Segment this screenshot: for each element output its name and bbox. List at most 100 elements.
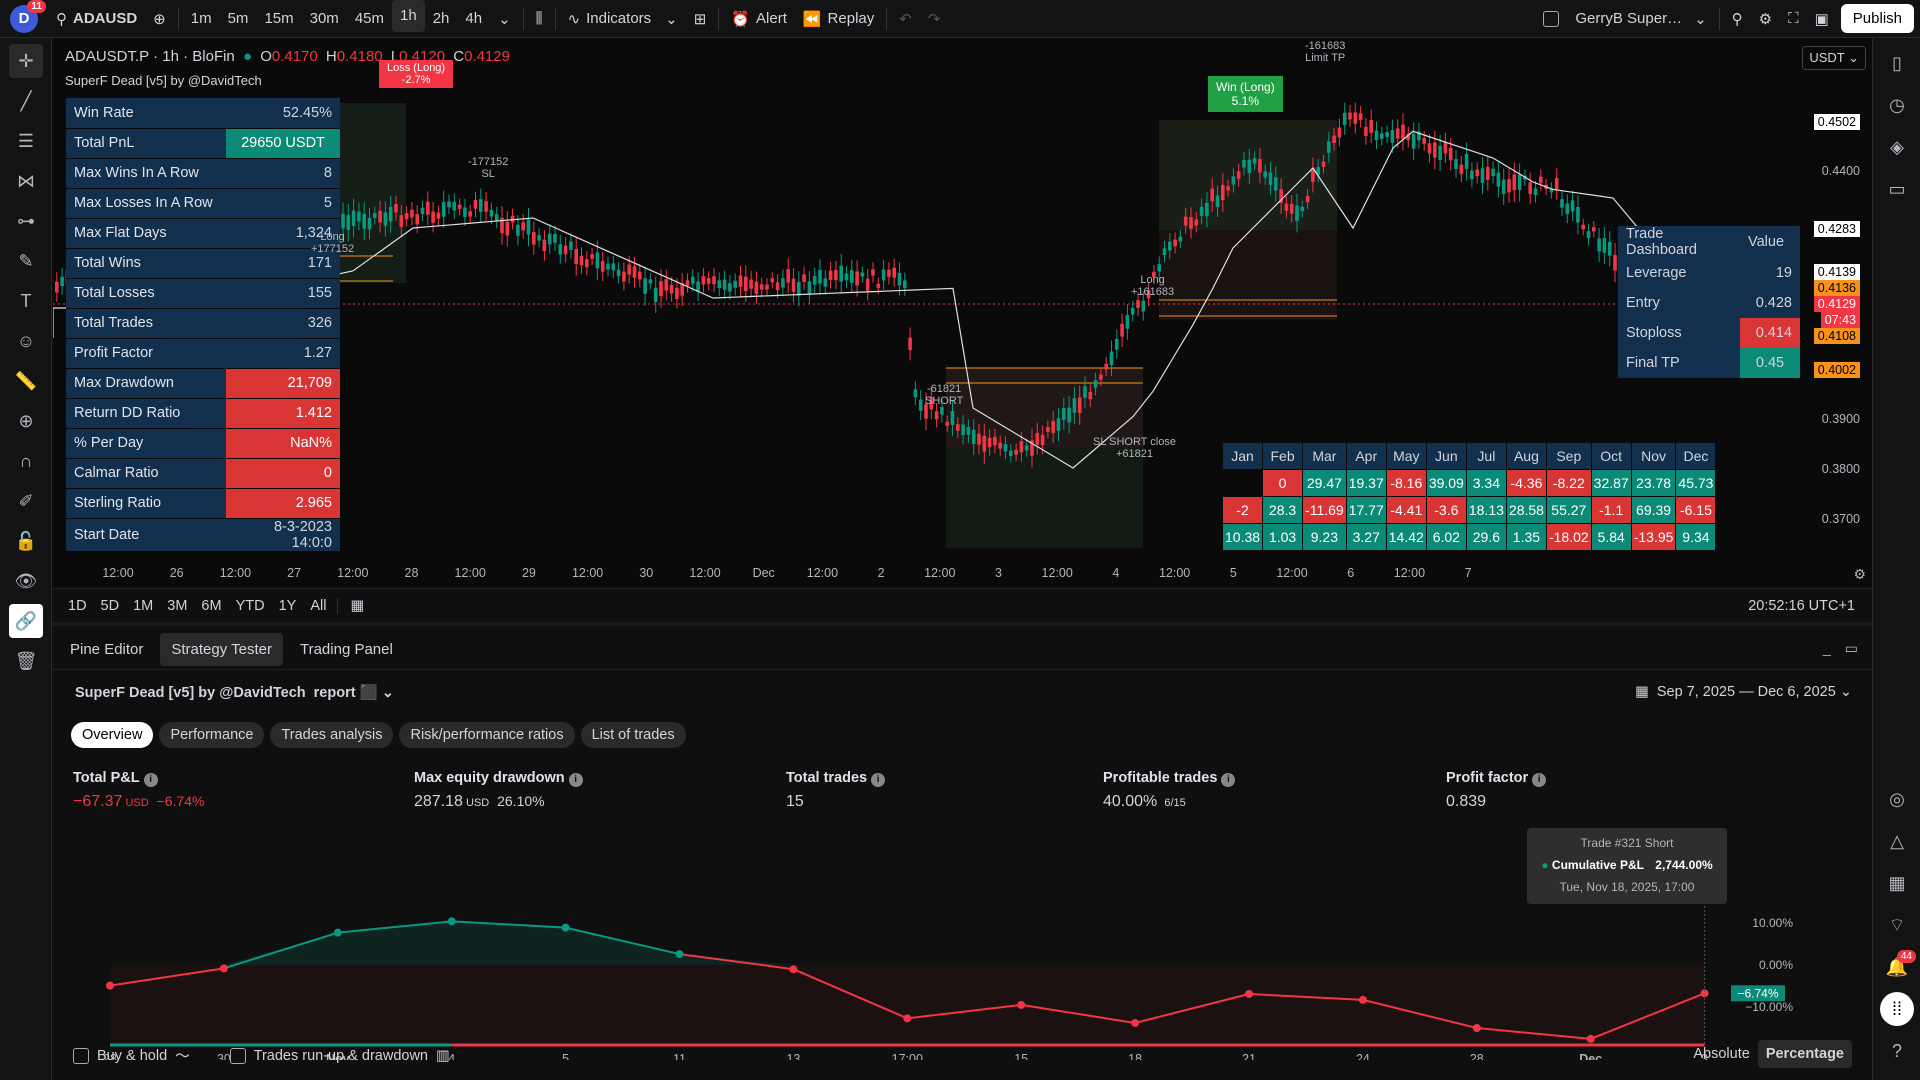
fib-icon[interactable]: ☰	[17, 130, 35, 151]
magnet-icon[interactable]: ∩	[19, 450, 33, 471]
range-1M[interactable]: 1M	[133, 597, 154, 614]
timeframe-15m[interactable]: 15m	[264, 10, 294, 27]
text-icon[interactable]: T	[20, 290, 32, 311]
timeframe-1m[interactable]: 1m	[190, 10, 212, 27]
chat-icon[interactable]: ▭	[1888, 178, 1906, 199]
equity-point[interactable]	[106, 981, 114, 990]
absolute-button[interactable]: Absolute	[1693, 1046, 1750, 1062]
tab-pine-editor[interactable]: Pine Editor	[70, 641, 144, 658]
crosshair-icon[interactable]: ✛	[9, 44, 43, 78]
date-range-select[interactable]: ▦ Sep 7, 2025 — Dec 6, 2025 ⌄	[1635, 684, 1852, 700]
equity-point[interactable]	[1245, 989, 1253, 998]
info-icon[interactable]: i	[1221, 773, 1236, 787]
range-6M[interactable]: 6M	[201, 597, 222, 614]
undo-icon[interactable]: ↶	[899, 10, 912, 28]
candles-icon[interactable]: ⫼	[535, 10, 543, 27]
redo-icon[interactable]: ↷	[927, 10, 941, 28]
equity-point[interactable]	[447, 917, 456, 926]
clock-icon[interactable]: ◷	[1889, 94, 1905, 115]
report-tab-list-of-trades[interactable]: List of trades	[580, 722, 686, 748]
eye-icon[interactable]: 👁	[14, 570, 38, 591]
trendline-icon[interactable]: ╱	[20, 90, 32, 111]
lock-icon[interactable]: 🔓	[14, 530, 38, 551]
quick-search-icon[interactable]: ⚲	[1731, 10, 1743, 28]
publish-button[interactable]: Publish	[1840, 4, 1914, 33]
link-icon[interactable]: 🔗	[9, 604, 43, 638]
info-icon[interactable]: i	[1532, 773, 1547, 787]
pencil-lock-icon[interactable]: ✐	[18, 490, 34, 511]
forecast-icon[interactable]: ⊶	[17, 210, 35, 231]
watchlist-icon[interactable]: ▯	[1892, 52, 1902, 73]
replay-button[interactable]: ⏪ Replay	[802, 10, 875, 28]
zoom-icon[interactable]: ⊕	[18, 410, 34, 431]
fullscreen-icon[interactable]: ⛶	[1788, 10, 1799, 27]
range-3M[interactable]: 3M	[167, 597, 188, 614]
pattern-icon[interactable]: ⋈	[17, 170, 35, 191]
user-avatar[interactable]: D 11	[10, 0, 46, 33]
date-range-icon[interactable]: ▦	[337, 597, 371, 614]
equity-point[interactable]	[1131, 1018, 1140, 1027]
equity-point[interactable]	[675, 950, 684, 959]
info-icon[interactable]: i	[143, 773, 158, 787]
tab-strategy-tester[interactable]: Strategy Tester	[160, 633, 283, 666]
axis-settings-icon[interactable]: ⚙	[1853, 566, 1866, 582]
minimize-icon[interactable]: _	[1822, 640, 1831, 656]
price-chart[interactable]: ADAUSDT.P · 1h · BloFin ● O0.4170 H0.418…	[53, 38, 1872, 588]
timeframe-2h[interactable]: 2h	[432, 10, 450, 27]
equity-point[interactable]	[1586, 1034, 1595, 1043]
equity-point[interactable]	[1700, 989, 1709, 998]
range-YTD[interactable]: YTD	[235, 597, 265, 614]
tab-trading-panel[interactable]: Trading Panel	[299, 641, 393, 658]
time-axis[interactable]: 12:00 26 12:00 27 12:00 28 12:00 29 12:00 30 12:00…	[53, 566, 1813, 586]
timeframe-5m[interactable]: 5m	[227, 10, 249, 27]
equity-point[interactable]	[219, 964, 228, 973]
indicators-button[interactable]: ∿ Indicators ⌄	[567, 10, 678, 28]
ruler-icon[interactable]: 📏	[14, 370, 38, 391]
alert-button[interactable]: ⏰ Alert	[731, 10, 787, 28]
report-tab-risk-performance-ratios[interactable]: Risk/performance ratios	[399, 722, 575, 748]
templates-icon[interactable]: ⊞	[693, 10, 707, 28]
equity-chart[interactable]: 28 30 Nov 4 5 11 13 17:00 15 18 21 24 28 Dec 3 10.00% 0.…	[98, 830, 1798, 1060]
target-icon[interactable]: ◎	[1889, 788, 1905, 809]
equity-point[interactable]	[1358, 995, 1367, 1004]
bell-icon[interactable]: 🔔 44	[1880, 950, 1916, 984]
emoji-icon[interactable]: ☺	[16, 330, 36, 351]
info-icon[interactable]: i	[568, 773, 583, 787]
range-5D[interactable]: 5D	[100, 597, 120, 614]
apps-icon[interactable]: ⁞⁞	[1880, 992, 1914, 1026]
help-icon[interactable]: ?	[1891, 1040, 1902, 1061]
mountain-icon[interactable]: △	[1890, 830, 1904, 851]
equity-point[interactable]	[789, 965, 798, 974]
timeframe-30m[interactable]: 30m	[309, 10, 339, 27]
range-1Y[interactable]: 1Y	[278, 597, 297, 614]
currency-select[interactable]: USDT ⌄	[1802, 46, 1866, 70]
strategy-title[interactable]: SuperF Dead [v5] by @DavidTech report ⬛ …	[75, 685, 394, 701]
percentage-button[interactable]: Percentage	[1757, 1040, 1852, 1068]
add-symbol-icon[interactable]: ⊕	[153, 10, 166, 28]
broadcast-icon[interactable]: ⌔	[1888, 914, 1906, 935]
indicator-legend[interactable]: SuperF Dead [v5] by @DavidTech	[65, 73, 262, 88]
maximize-icon[interactable]: ▭	[1844, 640, 1858, 656]
report-tab-overview[interactable]: Overview	[71, 722, 154, 748]
range-1D[interactable]: 1D	[68, 597, 87, 614]
runup-checkbox[interactable]	[229, 1047, 246, 1064]
timeframe-1h[interactable]: 1h	[392, 0, 425, 32]
equity-point[interactable]	[561, 923, 570, 932]
equity-point[interactable]	[333, 928, 342, 937]
buy-hold-checkbox[interactable]	[73, 1047, 89, 1064]
layout-menu[interactable]: GerryB Super… ⌄	[1535, 0, 1714, 38]
equity-point[interactable]	[1017, 1000, 1026, 1009]
settings-icon[interactable]: ⚙	[1758, 10, 1773, 28]
brush-icon[interactable]: ✎	[18, 250, 34, 271]
report-tab-trades-analysis[interactable]: Trades analysis	[270, 722, 394, 748]
timeframe-4h[interactable]: 4h	[465, 10, 483, 27]
equity-point[interactable]	[903, 1014, 912, 1023]
symbol-search[interactable]: ⚲ ADAUSD	[56, 10, 138, 28]
timeframe-45m[interactable]: 45m	[354, 10, 384, 27]
equity-point[interactable]	[1472, 1024, 1481, 1032]
info-icon[interactable]: i	[871, 773, 886, 787]
calendar-icon[interactable]: ▦	[1888, 872, 1906, 893]
range-All[interactable]: All	[310, 597, 327, 614]
report-tab-performance[interactable]: Performance	[159, 722, 265, 748]
camera-icon[interactable]: ▣	[1814, 10, 1829, 28]
